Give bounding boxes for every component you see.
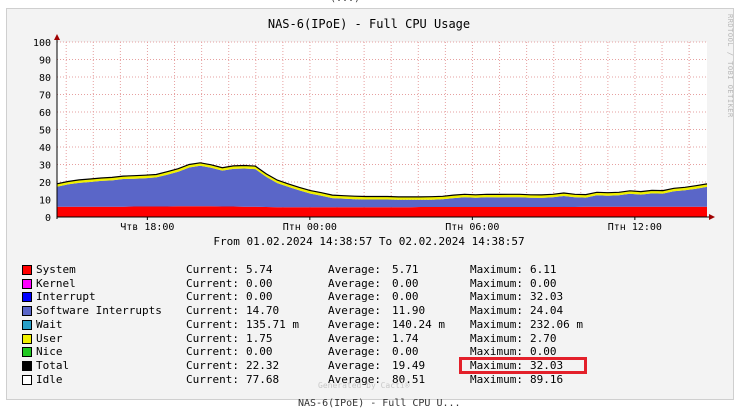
legend-name: Wait [36, 317, 63, 331]
x-tick-label: Птн 06:00 [445, 222, 499, 233]
y-tick-label: 20 [39, 178, 51, 189]
average-label: Average: [328, 317, 381, 331]
maximum-value: 0.00 [530, 345, 557, 359]
legend-swatch [22, 306, 32, 317]
period-text: From 01.02.2024 14:38:57 To 02.02.2024 1… [213, 235, 525, 248]
current-value: 1.75 [246, 331, 273, 345]
legend-swatch [22, 360, 32, 371]
y-tick-label: 60 [39, 108, 51, 119]
y-tick-label: 30 [39, 161, 51, 172]
current-value: 0.00 [246, 290, 273, 304]
y-tick-label: 80 [39, 73, 51, 84]
average-label: Average: [328, 263, 381, 276]
series-area-software-interrupts [57, 165, 707, 208]
average-label: Average: [328, 290, 381, 304]
y-tick-label: 90 [39, 56, 51, 67]
maximum-label: Maximum: [470, 276, 523, 290]
y-tick-label: 10 [39, 196, 51, 207]
y-tick-label: 40 [39, 143, 51, 154]
legend-name: System [36, 263, 76, 276]
y-tick-label: 100 [33, 38, 51, 49]
average-label: Average: [328, 331, 381, 345]
legend-swatch [22, 333, 32, 344]
y-tick-label: 50 [39, 126, 51, 137]
legend-swatch [22, 292, 32, 303]
average-value: 19.49 [392, 358, 426, 372]
maximum-value: 24.04 [530, 304, 564, 318]
current-label: Current: [186, 317, 239, 331]
maximum-value: 2.70 [530, 331, 557, 345]
legend-name: Software Interrupts [36, 304, 162, 318]
y-tick-label: 0 [45, 213, 51, 224]
maximum-value: 232.06 m [530, 317, 583, 331]
legend-name: User [36, 331, 63, 345]
average-label: Average: [328, 304, 381, 318]
legend-name: Idle [36, 372, 63, 386]
current-value: 14.70 [246, 304, 280, 318]
maximum-label: Maximum: [470, 358, 523, 372]
current-value: 0.00 [246, 345, 273, 359]
top-cut-text: (...) [330, 0, 360, 4]
maximum-label: Maximum: [470, 372, 523, 386]
current-value: 135.71 m [246, 317, 299, 331]
legend-name: Nice [36, 345, 63, 359]
average-value: 80.51 [392, 372, 426, 386]
legend-name: Total [36, 358, 70, 372]
legend-swatch [22, 265, 32, 275]
average-value: 11.90 [392, 304, 426, 318]
legend-swatch [22, 319, 32, 330]
current-value: 0.00 [246, 276, 273, 290]
current-label: Current: [186, 358, 239, 372]
x-tick-label: Птн 00:00 [283, 222, 337, 233]
maximum-label: Maximum: [470, 290, 523, 304]
x-tick-label: Чтв 18:00 [120, 222, 174, 233]
average-value: 5.71 [392, 263, 419, 276]
legend-swatch [22, 374, 32, 385]
series-area-system [57, 206, 707, 217]
legend-swatch [22, 347, 32, 358]
maximum-value: 89.16 [530, 372, 564, 386]
chart-title: NAS-6(IPoE) - Full CPU Usage [268, 17, 470, 31]
average-value: 0.00 [392, 290, 419, 304]
average-label: Average: [328, 358, 381, 372]
maximum-label: Maximum: [470, 345, 523, 359]
maximum-highlight-box [459, 357, 587, 374]
maximum-value: 32.03 [530, 358, 564, 372]
current-value: 5.74 [246, 263, 273, 276]
current-label: Current: [186, 263, 239, 276]
maximum-value: 0.00 [530, 276, 557, 290]
maximum-label: Maximum: [470, 304, 523, 318]
maximum-label: Maximum: [470, 331, 523, 345]
legend-name: Interrupt [36, 290, 96, 304]
current-label: Current: [186, 290, 239, 304]
x-axis-arrow [709, 214, 715, 220]
average-value: 140.24 m [392, 317, 445, 331]
average-value: 0.00 [392, 345, 419, 359]
legend-name: Kernel [36, 276, 76, 290]
maximum-label: Maximum: [470, 317, 523, 331]
current-label: Current: [186, 345, 239, 359]
current-label: Current: [186, 331, 239, 345]
y-tick-label: 70 [39, 91, 51, 102]
rrdtool-watermark: RRDTOOL / TOBI OETIKER [726, 14, 734, 118]
current-value: 22.32 [246, 358, 280, 372]
current-label: Current: [186, 304, 239, 318]
current-label: Current: [186, 372, 239, 386]
current-label: Current: [186, 276, 239, 290]
average-label: Average: [328, 276, 381, 290]
average-label: Average: [328, 372, 381, 386]
x-tick-label: Птн 12:00 [608, 222, 662, 233]
generated-by-text: Generated by Cacti® [318, 381, 410, 390]
y-axis-arrow [54, 34, 60, 40]
legend-swatch [22, 278, 32, 289]
average-value: 1.74 [392, 331, 419, 345]
average-label: Average: [328, 345, 381, 359]
maximum-value: 6.11 [530, 263, 557, 276]
maximum-label: Maximum: [470, 263, 523, 276]
series-line-total [56, 162, 708, 198]
current-value: 77.68 [246, 372, 280, 386]
maximum-value: 32.03 [530, 290, 564, 304]
average-value: 0.00 [392, 276, 419, 290]
